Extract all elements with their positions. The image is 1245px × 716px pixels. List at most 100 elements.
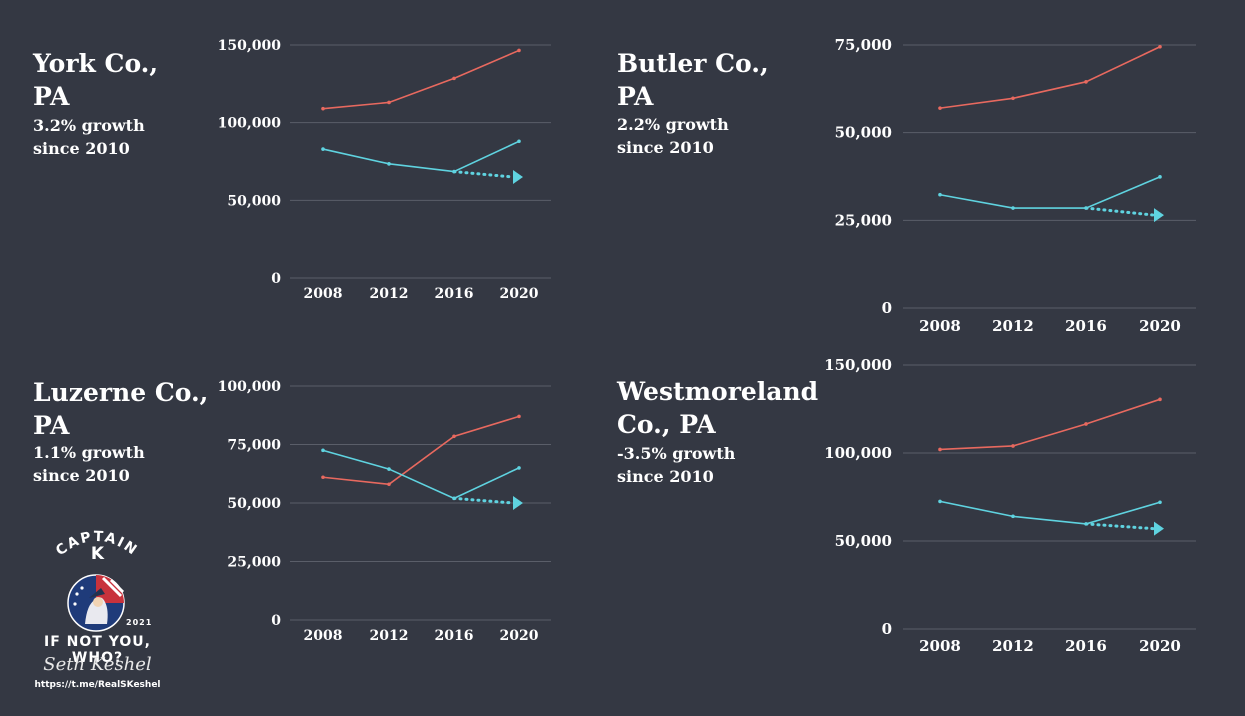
y-tick-label: 150,000 — [824, 356, 892, 374]
x-tick-label: 2012 — [370, 286, 409, 302]
panel-title-line2: PA — [617, 82, 654, 111]
cyan-data-point — [387, 162, 391, 166]
panel-subtitle-line1: 2.2% growth — [617, 115, 729, 134]
panel-title-line2: PA — [33, 411, 70, 440]
captain-arc-text: CAPTAIN — [53, 530, 139, 559]
cyan-data-point — [938, 499, 942, 504]
y-tick-label: 50,000 — [227, 193, 281, 209]
projection-arrowhead — [1154, 208, 1164, 223]
cyan-data-point — [1011, 206, 1015, 210]
panel-title-line2: PA — [33, 82, 70, 111]
red-data-point — [1158, 44, 1162, 49]
panel-title-line1: Butler Co., — [617, 49, 769, 78]
x-tick-label: 2008 — [919, 317, 961, 335]
x-tick-label: 2008 — [919, 637, 961, 655]
y-tick-label: 75,000 — [227, 438, 281, 454]
panel-subtitle-line2: since 2010 — [33, 139, 130, 158]
panel-subtitle-butler: 2.2% growth since 2010 — [617, 113, 729, 159]
panel-title-line1: Luzerne Co., — [33, 378, 209, 407]
red-series-line — [939, 46, 1161, 109]
projection-arrowhead — [513, 496, 523, 510]
cyan-data-point — [938, 192, 942, 197]
red-data-point — [1084, 422, 1088, 426]
red-data-point — [517, 414, 521, 419]
x-tick-label: 2012 — [370, 628, 409, 644]
red-series-line — [939, 398, 1161, 451]
panel-title-luzerne: Luzerne Co., PA — [33, 376, 208, 442]
cyan-data-point — [1011, 514, 1015, 519]
cyan-series-line — [939, 500, 1161, 525]
projection-dotted-line — [452, 170, 515, 179]
captain-k-logo: CAPTAIN K 2021 IF NOT YOU, WHO? Seth Kes… — [20, 530, 175, 700]
y-tick-label: 100,000 — [824, 444, 892, 462]
red-data-point — [387, 100, 391, 105]
cyan-series-line — [322, 449, 520, 500]
x-tick-label: 2016 — [1065, 317, 1107, 335]
y-tick-label: 50,000 — [835, 124, 892, 142]
cyan-data-point — [387, 467, 391, 471]
y-tick-label: 0 — [271, 613, 281, 629]
cyan-series-line — [322, 140, 520, 173]
y-tick-label: 0 — [882, 299, 892, 317]
y-tick-label: 25,000 — [227, 555, 281, 571]
logo-signature: Seth Keshel — [43, 654, 152, 675]
x-tick-label: 2012 — [992, 637, 1034, 655]
x-tick-label: 2016 — [435, 628, 474, 644]
y-tick-label: 100,000 — [218, 379, 282, 395]
x-tick-label: 2008 — [304, 628, 343, 644]
red-data-point — [1011, 96, 1015, 101]
x-tick-label: 2020 — [500, 628, 539, 644]
red-series-line — [322, 415, 520, 486]
cyan-data-point — [517, 139, 521, 144]
red-data-point — [452, 76, 456, 81]
y-tick-label: 50,000 — [835, 532, 892, 550]
panel-subtitle-line1: 1.1% growth — [33, 443, 145, 462]
panel-title-westmoreland: Westmoreland Co., PA — [617, 375, 818, 441]
panel-subtitle-york: 3.2% growth since 2010 — [33, 114, 145, 160]
panel-title-york: York Co., PA — [33, 47, 158, 113]
red-data-point — [387, 482, 391, 487]
projection-dotted-line — [1084, 522, 1156, 531]
panel-subtitle-line2: since 2010 — [617, 138, 714, 157]
cyan-data-point — [517, 466, 521, 470]
panel-subtitle-line2: since 2010 — [33, 466, 130, 485]
red-series-line — [322, 49, 520, 110]
cyan-series-line — [939, 176, 1161, 209]
cyan-data-point — [1158, 175, 1162, 179]
y-tick-label: 150,000 — [218, 38, 282, 54]
x-tick-label: 2016 — [435, 286, 474, 302]
logo-k-letter: K — [90, 544, 105, 564]
x-tick-label: 2012 — [992, 317, 1034, 335]
panel-subtitle-line2: since 2010 — [617, 467, 714, 486]
y-tick-label: 25,000 — [835, 211, 892, 229]
panel-title-butler: Butler Co., PA — [617, 47, 769, 113]
panel-subtitle-luzerne: 1.1% growth since 2010 — [33, 441, 145, 487]
panel-subtitle-line1: -3.5% growth — [617, 444, 736, 463]
projection-dotted-line — [452, 496, 515, 505]
projection-arrowhead — [1154, 521, 1164, 536]
x-tick-label: 2020 — [1139, 317, 1181, 335]
red-data-point — [938, 106, 942, 110]
logo-url[interactable]: https://t.me/RealSKeshel — [34, 680, 161, 690]
panel-title-line1: York Co., — [33, 49, 159, 78]
red-data-point — [321, 106, 325, 111]
panel-title-line1: Westmoreland — [617, 377, 819, 406]
y-tick-label: 0 — [882, 620, 892, 638]
red-data-point — [1084, 80, 1088, 84]
cyan-data-point — [321, 448, 325, 453]
projection-arrowhead — [513, 170, 523, 185]
red-data-point — [938, 447, 942, 452]
red-data-point — [1011, 444, 1015, 448]
panel-subtitle-line1: 3.2% growth — [33, 116, 145, 135]
y-tick-label: 75,000 — [835, 36, 892, 54]
logo-year: 2021 — [126, 618, 153, 627]
x-tick-label: 2016 — [1065, 637, 1107, 655]
y-tick-label: 50,000 — [227, 496, 281, 512]
x-tick-label: 2020 — [500, 286, 539, 302]
cyan-data-point — [321, 147, 325, 151]
y-tick-label: 100,000 — [218, 116, 282, 132]
red-data-point — [517, 48, 521, 53]
projection-dotted-line — [1084, 206, 1156, 217]
red-data-point — [452, 434, 456, 439]
